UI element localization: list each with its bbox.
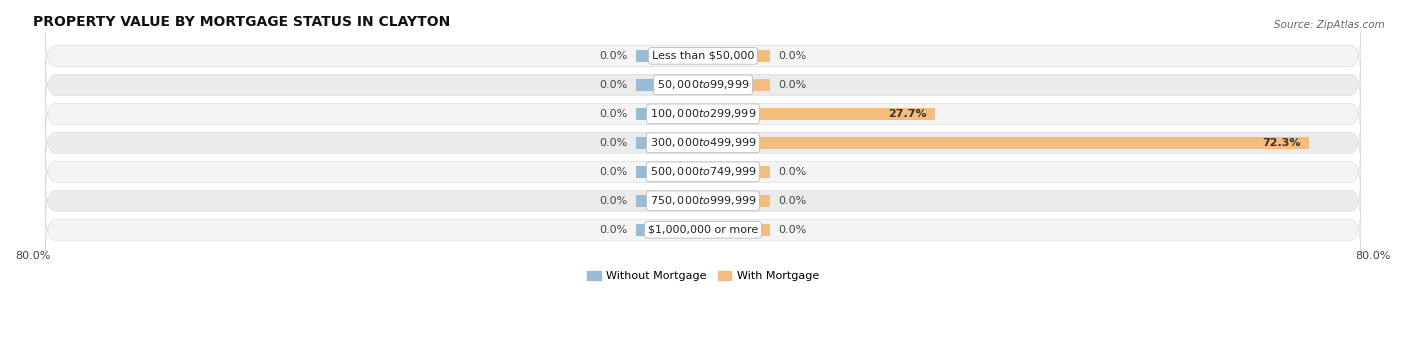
- Text: 0.0%: 0.0%: [599, 80, 627, 90]
- Bar: [636, 166, 703, 178]
- Legend: Without Mortgage, With Mortgage: Without Mortgage, With Mortgage: [582, 266, 824, 286]
- Text: 27.7%: 27.7%: [889, 109, 927, 119]
- Bar: [636, 50, 703, 62]
- Text: $500,000 to $749,999: $500,000 to $749,999: [650, 165, 756, 178]
- Bar: [636, 195, 703, 207]
- Text: 0.0%: 0.0%: [599, 196, 627, 206]
- Bar: [703, 79, 770, 91]
- FancyBboxPatch shape: [45, 32, 1361, 80]
- FancyBboxPatch shape: [45, 118, 1361, 167]
- Text: 0.0%: 0.0%: [779, 51, 807, 61]
- Text: 0.0%: 0.0%: [599, 138, 627, 148]
- Text: 0.0%: 0.0%: [599, 51, 627, 61]
- Text: 0.0%: 0.0%: [779, 80, 807, 90]
- Bar: [636, 108, 703, 120]
- Text: Less than $50,000: Less than $50,000: [652, 51, 754, 61]
- Text: 0.0%: 0.0%: [779, 225, 807, 235]
- Text: 0.0%: 0.0%: [599, 225, 627, 235]
- Text: 72.3%: 72.3%: [1263, 138, 1301, 148]
- Text: $50,000 to $99,999: $50,000 to $99,999: [657, 78, 749, 91]
- Bar: [636, 79, 703, 91]
- Text: PROPERTY VALUE BY MORTGAGE STATUS IN CLAYTON: PROPERTY VALUE BY MORTGAGE STATUS IN CLA…: [32, 15, 450, 29]
- Bar: [703, 224, 770, 236]
- FancyBboxPatch shape: [45, 148, 1361, 196]
- Text: $300,000 to $499,999: $300,000 to $499,999: [650, 136, 756, 149]
- Text: 0.0%: 0.0%: [599, 167, 627, 177]
- Text: 0.0%: 0.0%: [599, 109, 627, 119]
- Text: $100,000 to $299,999: $100,000 to $299,999: [650, 107, 756, 120]
- Bar: [703, 195, 770, 207]
- FancyBboxPatch shape: [45, 176, 1361, 225]
- FancyBboxPatch shape: [45, 61, 1361, 109]
- Text: $750,000 to $999,999: $750,000 to $999,999: [650, 194, 756, 207]
- Text: Source: ZipAtlas.com: Source: ZipAtlas.com: [1274, 20, 1385, 30]
- Bar: [703, 108, 935, 120]
- Text: $1,000,000 or more: $1,000,000 or more: [648, 225, 758, 235]
- Bar: [703, 137, 1309, 149]
- Bar: [636, 137, 703, 149]
- Text: 0.0%: 0.0%: [779, 196, 807, 206]
- FancyBboxPatch shape: [45, 89, 1361, 138]
- FancyBboxPatch shape: [45, 205, 1361, 254]
- Bar: [703, 166, 770, 178]
- Bar: [703, 50, 770, 62]
- Bar: [636, 224, 703, 236]
- Text: 0.0%: 0.0%: [779, 167, 807, 177]
